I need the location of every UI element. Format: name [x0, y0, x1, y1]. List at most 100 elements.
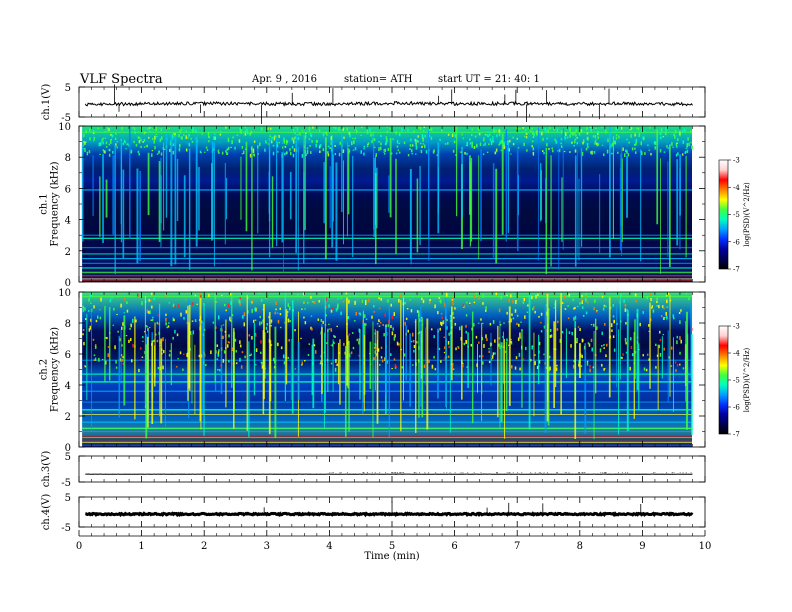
psd-speckle — [83, 148, 85, 150]
psd-speckle — [322, 320, 324, 324]
psd-speckle — [265, 297, 268, 300]
psd-speckle — [92, 338, 95, 341]
psd-speckle — [173, 132, 175, 136]
psd-speckle — [611, 142, 614, 147]
psd-speckle — [177, 358, 179, 360]
psd-speckle — [494, 339, 496, 343]
psd-speckle — [245, 129, 248, 131]
psd-speckle — [634, 147, 636, 150]
waveform-dot — [339, 472, 341, 474]
psd-speckle — [235, 362, 238, 365]
psd-speckle — [342, 127, 345, 132]
psd-speckle — [468, 303, 471, 305]
psd-speckle — [291, 145, 294, 149]
y-tick-label: 0 — [65, 443, 71, 454]
start-ut-label: start UT = 21: 40: 1 — [438, 74, 540, 85]
psd-speckle — [261, 365, 264, 369]
psd-speckle — [576, 337, 578, 342]
psd-speckle — [446, 142, 449, 145]
x-tick-label: 10 — [699, 541, 712, 552]
psd-speckle — [394, 334, 396, 338]
psd-speckle — [164, 296, 167, 298]
psd-speckle — [603, 368, 605, 371]
psd-speckle — [506, 338, 508, 342]
psd-speckle — [253, 153, 256, 157]
psd-speckle — [221, 294, 223, 297]
psd-speckle — [156, 339, 159, 343]
freq-band — [82, 373, 692, 375]
psd-speckle — [130, 151, 132, 154]
psd-speckle — [516, 314, 519, 317]
psd-speckle — [94, 357, 97, 362]
psd-speckle — [194, 294, 197, 297]
psd-speckle — [650, 152, 652, 156]
psd-speckle — [396, 139, 399, 144]
psd-speckle — [393, 358, 396, 361]
waveform-dot — [605, 472, 607, 474]
waveform-dot — [546, 472, 548, 474]
psd-speckle — [319, 144, 322, 148]
psd-speckle — [259, 142, 261, 147]
psd-speckle — [422, 299, 425, 304]
psd-speckle — [384, 313, 386, 317]
psd-speckle — [367, 298, 370, 303]
psd-speckle — [643, 136, 645, 141]
psd-speckle — [287, 356, 290, 359]
psd-speckle — [373, 138, 376, 142]
psd-speckle — [226, 344, 229, 348]
psd-speckle — [185, 310, 188, 314]
psd-speckle — [421, 145, 424, 148]
psd-speckle — [679, 336, 681, 341]
psd-speckle — [430, 328, 433, 331]
psd-speckle — [529, 130, 532, 133]
psd-speckle — [688, 142, 690, 147]
psd-speckle — [482, 355, 484, 358]
psd-speckle — [546, 137, 548, 140]
psd-speckle — [378, 319, 380, 322]
psd-speckle — [510, 294, 512, 298]
psd-speckle — [412, 339, 415, 343]
psd-speckle — [289, 320, 292, 323]
psd-speckle — [299, 132, 301, 136]
psd-speckle — [385, 136, 388, 138]
psd-speckle — [606, 343, 608, 347]
psd-speckle — [681, 130, 684, 133]
psd-speckle — [254, 319, 257, 322]
psd-speckle — [531, 295, 533, 299]
psd-speckle — [510, 153, 512, 155]
psd-speckle — [490, 358, 493, 361]
psd-speckle — [100, 141, 102, 145]
psd-speckle — [337, 303, 339, 308]
psd-speckle — [429, 298, 431, 302]
psd-speckle — [413, 349, 415, 353]
psd-speckle — [618, 296, 620, 298]
x-tick-label: 1 — [138, 541, 144, 552]
psd-speckle — [534, 310, 536, 314]
freq-band — [82, 262, 692, 264]
x-tick-label: 4 — [326, 541, 332, 552]
psd-speckle — [320, 319, 323, 322]
psd-speckle — [480, 318, 482, 321]
psd-speckle — [596, 143, 599, 147]
psd-speckle — [372, 137, 374, 141]
psd-speckle — [212, 321, 215, 324]
psd-speckle — [383, 149, 385, 151]
psd-speckle — [457, 346, 459, 348]
x-axis-label: Time (min) — [364, 551, 419, 562]
psd-speckle — [396, 341, 399, 346]
psd-speckle — [678, 311, 681, 314]
psd-speckle — [442, 320, 445, 324]
psd-speckle — [420, 149, 423, 154]
psd-speckle — [676, 340, 678, 345]
psd-speckle — [90, 318, 92, 322]
psd-speckle — [589, 368, 591, 373]
waveform-dot — [449, 472, 451, 474]
y-tick-label: 6 — [65, 184, 71, 195]
psd-speckle — [372, 304, 375, 308]
psd-speckle — [642, 311, 644, 314]
psd-speckle — [665, 127, 667, 131]
psd-speckle — [478, 296, 481, 300]
psd-speckle — [391, 315, 394, 320]
psd-speckle — [275, 308, 277, 311]
psd-speckle — [634, 151, 637, 154]
